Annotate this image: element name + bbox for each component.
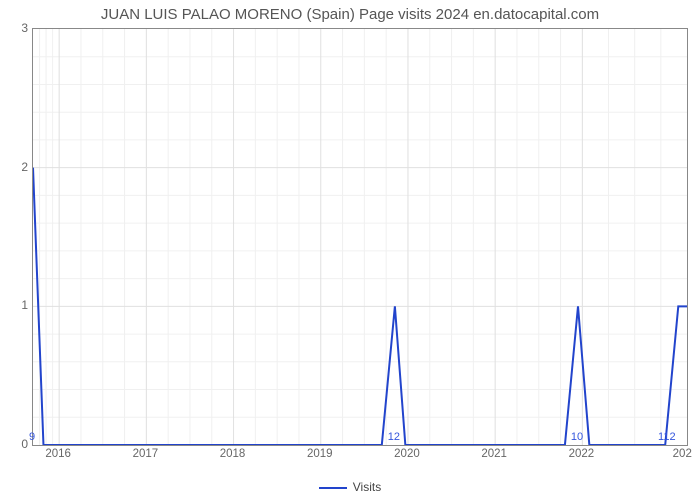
x-tick-label: 2018 xyxy=(220,448,246,460)
plot-svg xyxy=(33,29,687,445)
count-label: 112 xyxy=(658,431,676,443)
y-tick-label: 1 xyxy=(8,298,28,312)
count-label: 9 xyxy=(29,431,35,443)
legend: Visits xyxy=(0,480,700,494)
count-label: 10 xyxy=(571,431,583,443)
x-tick-label-partial: 202 xyxy=(673,448,692,460)
x-tick-label: 2017 xyxy=(133,448,159,460)
plot-area xyxy=(32,28,688,446)
x-tick-label: 2016 xyxy=(45,448,71,460)
x-tick-label: 2020 xyxy=(394,448,420,460)
y-tick-label: 3 xyxy=(8,21,28,35)
x-tick-label: 2022 xyxy=(569,448,595,460)
chart-title: JUAN LUIS PALAO MORENO (Spain) Page visi… xyxy=(0,6,700,23)
legend-label: Visits xyxy=(353,480,381,494)
y-tick-label: 0 xyxy=(8,437,28,451)
x-tick-label: 2021 xyxy=(481,448,507,460)
count-label: 12 xyxy=(388,431,400,443)
chart-container: JUAN LUIS PALAO MORENO (Spain) Page visi… xyxy=(0,0,700,500)
legend-swatch xyxy=(319,487,347,489)
y-tick-label: 2 xyxy=(8,160,28,174)
x-tick-label: 2019 xyxy=(307,448,333,460)
